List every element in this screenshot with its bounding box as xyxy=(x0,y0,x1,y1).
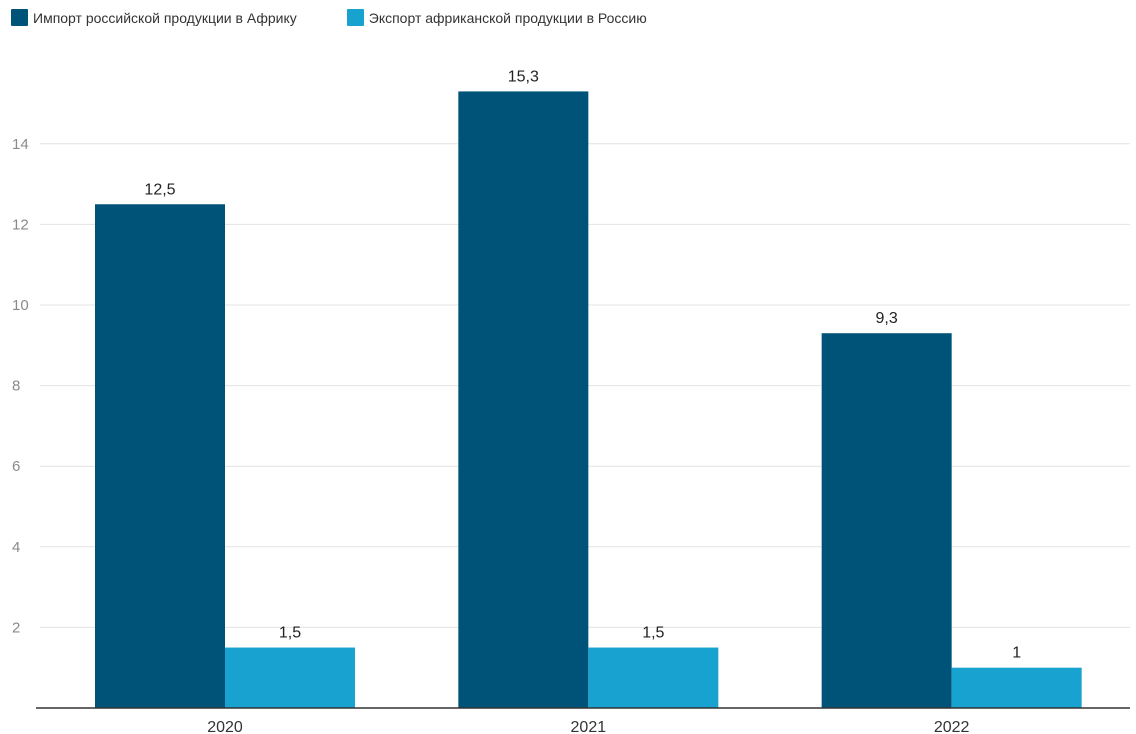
legend-item-export: Экспорт африканской продукции в Россию xyxy=(346,9,647,26)
bar-export-2020 xyxy=(225,647,355,708)
data-label-import-2021: 15,3 xyxy=(508,68,539,85)
bar-import-2020 xyxy=(95,204,225,708)
bar-export-2022 xyxy=(951,667,1082,708)
y-tick-label-8: 8 xyxy=(12,378,20,395)
legend-swatch-export xyxy=(346,9,364,26)
x-tick-label-2022: 2022 xyxy=(934,719,970,734)
data-label-import-2022: 9,3 xyxy=(876,310,898,327)
legend-label-export: Экспорт африканской продукции в Россию xyxy=(368,9,647,26)
y-tick-label-4: 4 xyxy=(12,539,20,556)
y-tick-label-14: 14 xyxy=(12,136,29,153)
x-tick-label-2020: 2020 xyxy=(207,719,243,734)
data-label-export-2022: 1 xyxy=(1012,645,1021,662)
legend-label-import: Импорт российской продукции в Африку xyxy=(33,9,297,26)
legend-swatch-import xyxy=(11,9,28,26)
data-label-export-2020: 1,5 xyxy=(279,625,301,642)
x-tick-label-2021: 2021 xyxy=(571,719,607,734)
y-tick-label-12: 12 xyxy=(12,216,29,233)
legend: Импорт российской продукции в Африку Экс… xyxy=(11,9,697,26)
y-tick-label-10: 10 xyxy=(12,297,29,314)
y-tick-label-2: 2 xyxy=(12,619,20,636)
data-label-import-2020: 12,5 xyxy=(144,181,175,198)
data-label-export-2021: 1,5 xyxy=(642,625,664,642)
y-tick-label-6: 6 xyxy=(12,458,20,475)
bar-export-2021 xyxy=(588,647,719,708)
legend-item-import: Импорт российской продукции в Африку xyxy=(11,9,297,26)
bar-import-2022 xyxy=(821,333,952,708)
bar-import-2021 xyxy=(458,91,589,708)
